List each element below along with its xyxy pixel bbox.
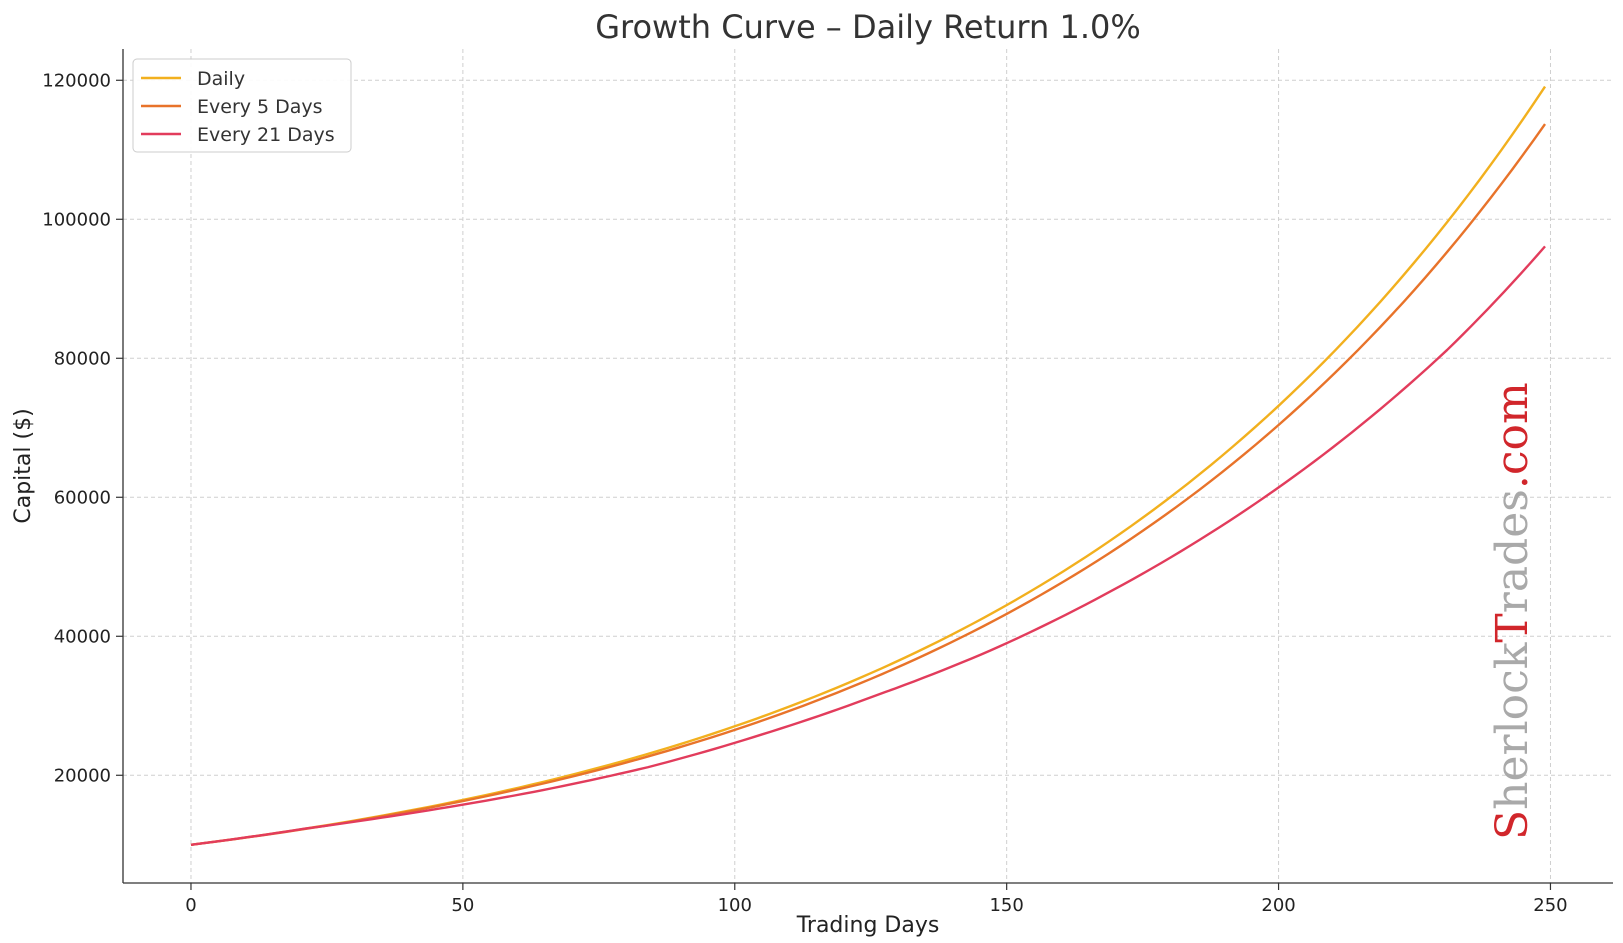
x-tick-label: 150 (989, 895, 1023, 916)
tick-labels: 0 50 100 150 200 250 20000 40000 60000 80000 10000… (42, 70, 1567, 916)
watermark-sherlock: Sherlock (1487, 642, 1538, 840)
y-axis-label: Capital ($) (11, 408, 36, 523)
watermark-text: SherlockTrades.com (1487, 382, 1538, 840)
watermark-trades: Trades (1487, 489, 1538, 642)
y-tick-label: 80000 (54, 348, 111, 369)
y-tick-label: 60000 (54, 487, 111, 508)
y-tick-label: 40000 (54, 626, 111, 647)
x-tick-label: 250 (1533, 895, 1567, 916)
grid (123, 49, 1613, 883)
x-axis-label: Trading Days (796, 913, 940, 938)
watermark-com: .com (1487, 382, 1538, 489)
series-line-daily (190, 85, 1547, 846)
series-line-every-5-days (190, 123, 1547, 846)
legend-label: Daily (197, 68, 245, 90)
x-tick-label: 200 (1261, 895, 1295, 916)
legend: Daily Every 5 Days Every 21 Days (132, 58, 352, 153)
legend-box (132, 58, 352, 153)
series-line-every-21-days (190, 245, 1546, 846)
chart-title: Growth Curve – Daily Return 1.0% (595, 8, 1141, 46)
y-tick-label: 120000 (42, 70, 111, 91)
axes (116, 49, 1613, 890)
series-lines (190, 85, 1547, 846)
y-tick-label: 20000 (54, 765, 111, 786)
x-tick-label: 0 (185, 895, 196, 916)
legend-label: Every 5 Days (197, 96, 323, 118)
y-tick-label: 100000 (42, 209, 111, 230)
watermark: SherlockTrades.com (1487, 382, 1538, 840)
legend-label: Every 21 Days (197, 124, 335, 146)
x-tick-label: 100 (718, 895, 752, 916)
x-tick-label: 50 (451, 895, 474, 916)
